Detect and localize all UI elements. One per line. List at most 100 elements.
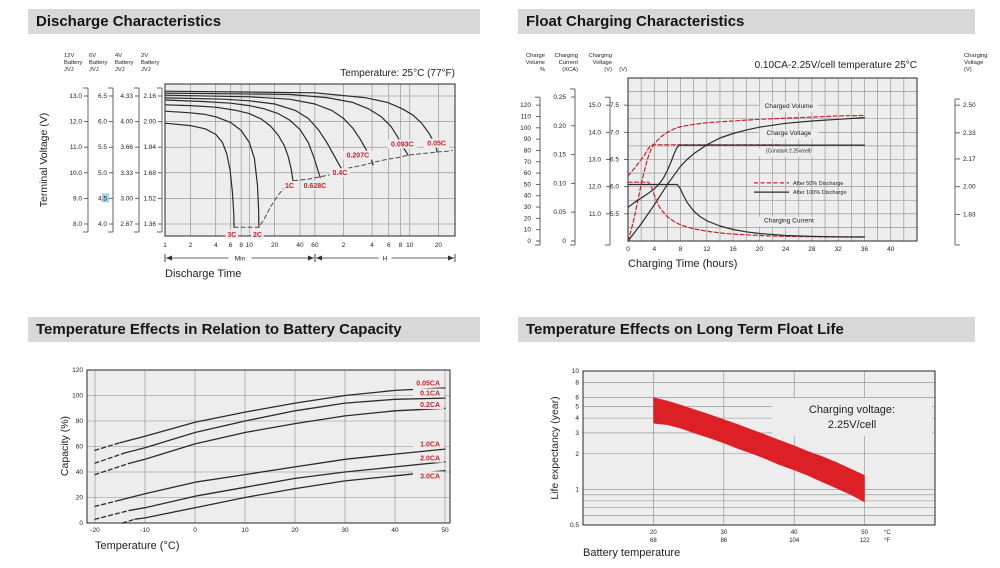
voltage-scale-tick: 2.00 <box>143 119 156 126</box>
voltage-scale-tick: 5.5 <box>98 144 107 151</box>
label-backdrop <box>413 388 444 398</box>
axis-tick-label: 0.20 <box>553 123 566 130</box>
x-tick-label: 24 <box>782 246 790 253</box>
arrow-head <box>166 255 172 261</box>
plot-background <box>165 84 455 236</box>
voltage-scale-tick: 9.0 <box>73 195 82 202</box>
discharge-rate-label: 0.628C <box>304 183 327 190</box>
x-tick-label: -20 <box>90 527 100 534</box>
float-curve-charged-volume-after-50 <box>627 114 866 242</box>
x-tick-label: 20 <box>756 246 764 253</box>
label-backdrop <box>329 168 351 178</box>
float-curve-label: (Constant 2.25v/cell) <box>766 148 812 154</box>
x-tick-label: 8 <box>239 242 243 249</box>
y-tick-label: 80 <box>76 418 84 425</box>
label-backdrop <box>300 181 330 190</box>
x-tick-label: 50 <box>441 527 449 534</box>
axis-tick-label: 1.83 <box>963 211 976 218</box>
discharge-rate-label: 3C <box>227 232 236 239</box>
x-tick-label: 40 <box>887 246 895 253</box>
x-axis-title: Battery temperature <box>583 547 680 559</box>
x-tick-celsius: 40 <box>791 530 798 536</box>
label-backdrop <box>228 253 252 262</box>
scale-header: Volume <box>526 60 545 66</box>
label-backdrop <box>759 129 819 140</box>
chart-float-life: Charging voltage:2.25V/cell1086543210.52… <box>549 368 936 559</box>
time-unit-label: Min <box>235 256 246 263</box>
time-unit-label: H <box>383 256 388 263</box>
voltage-scale-tick: 4.5 <box>98 195 107 202</box>
scale-header: (V) <box>619 67 627 73</box>
discharge-curve-2C <box>164 110 260 228</box>
label-backdrop <box>251 229 264 239</box>
celsius-unit-label: °C <box>884 530 891 536</box>
x-tick-label: 36 <box>861 246 869 253</box>
x-tick-label: 32 <box>835 246 843 253</box>
label-backdrop <box>755 217 823 227</box>
capacity-curve-2.0CA <box>129 461 446 511</box>
capacity-curve-dashed-0.1CA <box>94 452 126 464</box>
y-tick-label: 5 <box>575 404 579 411</box>
scale-header: Voltage <box>593 60 612 66</box>
axis-tick-label: 0 <box>527 238 531 245</box>
chart-temp-capacity: 0.05CA 0.1CA 0.2CA 1.0CA 2.0CA 3.0CA 0 20 40 60 80… <box>59 367 451 552</box>
scale-header: 6V <box>89 53 96 59</box>
x-tick-fahrenheit: 104 <box>789 538 800 544</box>
label-backdrop <box>378 253 392 262</box>
annotation-line2: 2.25V/cell <box>828 419 876 431</box>
voltage-scale-tick: 13.0 <box>69 93 82 100</box>
capacity-rate-label: 2.0CA <box>420 456 440 463</box>
voltage-scale-tick: 1.68 <box>143 170 156 177</box>
capacity-curve-0.1CA <box>124 397 446 454</box>
axis-tick-label: 12.0 <box>588 184 601 191</box>
cutoff-voltage-curve <box>233 149 453 228</box>
x-tick-label: 20 <box>435 242 443 249</box>
axis-tick-label: 7.0 <box>610 129 619 136</box>
axis-tick-label: 6.0 <box>610 184 619 191</box>
float-curve-label: Charging Current <box>764 218 814 225</box>
scale-header: 12V <box>64 53 74 59</box>
label-backdrop <box>413 471 444 481</box>
section-title-float-life: Temperature Effects on Long Term Float L… <box>518 317 975 342</box>
voltage-scale-tick: 5.0 <box>98 170 107 177</box>
y-tick-label: 2 <box>575 451 579 458</box>
discharge-rate-label: 0.05C <box>427 141 446 148</box>
axis-tick-label: 90 <box>524 136 532 143</box>
x-tick-label: 16 <box>729 246 737 253</box>
axis-tick-label: 60 <box>524 170 532 177</box>
x-tick-label: 0 <box>626 246 630 253</box>
capacity-rate-label: 1.0CA <box>420 442 440 449</box>
float-curve-charged-volume-after-100 <box>627 117 866 242</box>
label-backdrop <box>413 439 444 449</box>
voltage-scale-tick: 4.00 <box>120 119 133 126</box>
voltage-scale-tick: 8.0 <box>73 221 82 228</box>
voltage-scale-tick: 3.33 <box>120 170 133 177</box>
scale-header: 2V <box>141 53 148 59</box>
x-tick-label: 2 <box>342 242 346 249</box>
capacity-curve-dashed-0.2CA <box>94 462 131 476</box>
x-tick-celsius: 30 <box>720 530 727 536</box>
annotation-line1: Charging voltage: <box>809 404 895 416</box>
section-title-temp-capacity: Temperature Effects in Relation to Batte… <box>28 317 480 342</box>
axis-tick-label: 14.0 <box>588 129 601 136</box>
legend: After 50% Discharge After 100% Discharge <box>754 181 847 196</box>
x-tick-label: 10 <box>246 242 254 249</box>
label-backdrop <box>225 229 238 239</box>
x-tick-label: 12 <box>703 246 711 253</box>
scale-header: Battery <box>115 60 133 66</box>
axis-tick-label: 5.5 <box>610 211 619 218</box>
axis-tick-label: 2.00 <box>963 184 976 191</box>
axis-tick-label: 0 <box>562 238 566 245</box>
legend-label: After 100% Discharge <box>793 190 847 196</box>
discharge-rate-label: 0.207C <box>347 153 370 160</box>
scale-header: Charging <box>964 53 988 59</box>
capacity-curve-dashed-3.0CA <box>121 518 136 524</box>
x-tick-label: 4 <box>214 242 218 249</box>
axis-tick-label: 7.5 <box>610 102 619 109</box>
voltage-scale-tick: 1.36 <box>143 221 156 228</box>
axis-tick-label: 0.15 <box>553 152 566 159</box>
section-title-float-charging: Float Charging Characteristics <box>518 9 975 34</box>
plot-border <box>164 83 456 237</box>
